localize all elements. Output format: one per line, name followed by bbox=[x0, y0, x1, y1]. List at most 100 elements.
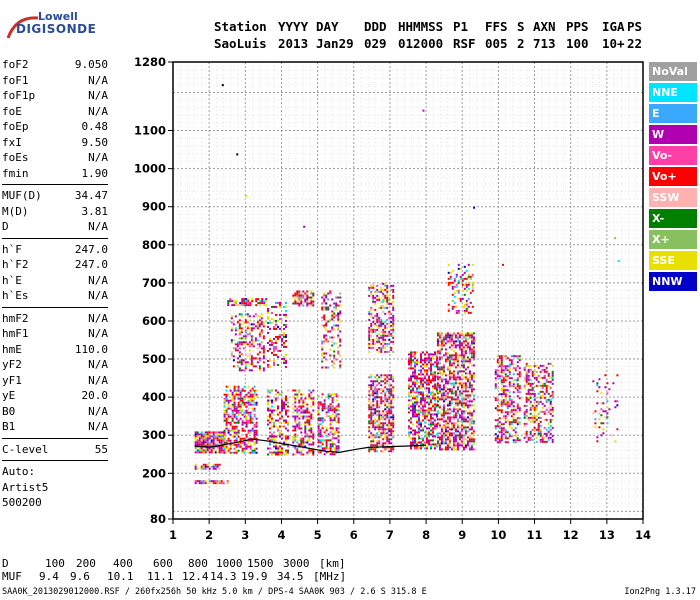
echo-point bbox=[247, 419, 250, 422]
echo-point bbox=[452, 406, 455, 409]
echo-point bbox=[223, 433, 226, 436]
echo-point bbox=[208, 449, 211, 452]
echo-point bbox=[312, 433, 315, 436]
echo-point bbox=[232, 359, 235, 362]
echo-point bbox=[327, 308, 330, 311]
echo-point bbox=[460, 332, 463, 335]
echo-point bbox=[333, 393, 336, 396]
echo-point bbox=[374, 408, 377, 411]
echo-point bbox=[529, 368, 532, 371]
echo-point bbox=[424, 441, 426, 444]
echo-point bbox=[230, 339, 233, 342]
echo-point bbox=[496, 375, 499, 378]
echo-point bbox=[386, 296, 389, 299]
echo-point bbox=[392, 444, 395, 447]
legend-item: SSW bbox=[649, 188, 697, 207]
echo-point bbox=[269, 421, 271, 424]
echo-point bbox=[472, 394, 475, 397]
echo-point bbox=[410, 417, 412, 420]
echo-point bbox=[464, 384, 467, 387]
echo-point bbox=[545, 388, 548, 391]
echo-point bbox=[523, 414, 526, 417]
echo-point bbox=[452, 418, 455, 421]
echo-point bbox=[206, 437, 209, 440]
echo-point bbox=[382, 298, 385, 301]
echo-point bbox=[506, 437, 509, 440]
echo-point bbox=[392, 336, 395, 339]
echo-point bbox=[454, 414, 457, 417]
echo-point bbox=[230, 341, 233, 344]
echo-point bbox=[333, 411, 336, 414]
echo-point bbox=[471, 289, 474, 292]
echo-point bbox=[547, 410, 550, 413]
muf-value: [MHz] bbox=[313, 570, 347, 583]
echo-point bbox=[218, 431, 221, 434]
echo-point bbox=[233, 300, 236, 303]
echo-point bbox=[529, 432, 532, 435]
x-tick-label: 5 bbox=[314, 528, 322, 542]
echo-point bbox=[458, 342, 461, 345]
echo-point bbox=[428, 355, 430, 358]
echo-point bbox=[510, 415, 513, 418]
echo-point bbox=[494, 383, 497, 386]
echo-point bbox=[248, 323, 251, 326]
echo-point bbox=[275, 447, 277, 450]
echo-point bbox=[386, 412, 389, 415]
echo-point bbox=[388, 428, 391, 431]
echo-point bbox=[374, 436, 377, 439]
echo-point bbox=[370, 308, 373, 311]
echo-point bbox=[283, 343, 285, 346]
echo-point bbox=[523, 404, 526, 407]
echo-point bbox=[456, 378, 459, 381]
echo-point bbox=[210, 449, 213, 452]
echo-point bbox=[267, 395, 269, 398]
echo-point bbox=[212, 433, 215, 436]
echo-point bbox=[465, 285, 468, 288]
echo-point bbox=[452, 374, 455, 377]
echo-point bbox=[247, 407, 250, 410]
echo-point bbox=[368, 422, 371, 425]
echo-point bbox=[246, 313, 249, 316]
echo-point bbox=[382, 300, 385, 303]
echo-point bbox=[463, 271, 466, 274]
echo-point bbox=[281, 339, 283, 342]
echo-point bbox=[504, 377, 507, 380]
echo-point bbox=[525, 392, 528, 395]
echo-point bbox=[470, 448, 473, 451]
echo-point bbox=[296, 294, 299, 297]
echo-point bbox=[382, 322, 385, 325]
echo-point bbox=[331, 443, 334, 446]
echo-point bbox=[285, 403, 287, 406]
echo-point bbox=[223, 413, 226, 416]
echo-point bbox=[430, 399, 432, 402]
echo-point bbox=[467, 305, 470, 308]
echo-point bbox=[335, 449, 338, 452]
echo-point bbox=[335, 395, 338, 398]
echo-point bbox=[300, 298, 303, 301]
echo-point bbox=[200, 433, 203, 436]
echo-point bbox=[464, 396, 467, 399]
echo-point bbox=[410, 421, 412, 424]
echo-point bbox=[604, 386, 607, 389]
echo-point bbox=[543, 370, 546, 373]
echo-point bbox=[466, 366, 469, 369]
echo-point bbox=[527, 438, 530, 441]
echo-point bbox=[262, 345, 265, 348]
echo-point bbox=[456, 386, 459, 389]
echo-point bbox=[368, 326, 371, 329]
echo-point bbox=[246, 361, 249, 364]
echo-point bbox=[329, 403, 332, 406]
echo-point bbox=[265, 304, 268, 307]
echo-point bbox=[308, 395, 311, 398]
echo-point bbox=[206, 465, 209, 468]
echo-point bbox=[325, 439, 328, 442]
echo-point bbox=[251, 397, 254, 400]
echo-point bbox=[448, 340, 451, 343]
echo-point bbox=[392, 288, 395, 291]
echo-point bbox=[428, 375, 430, 378]
echo-point bbox=[376, 318, 379, 321]
echo-point bbox=[516, 391, 519, 394]
echo-point bbox=[462, 334, 465, 337]
echo-point bbox=[468, 336, 471, 339]
echo-point bbox=[198, 443, 201, 446]
